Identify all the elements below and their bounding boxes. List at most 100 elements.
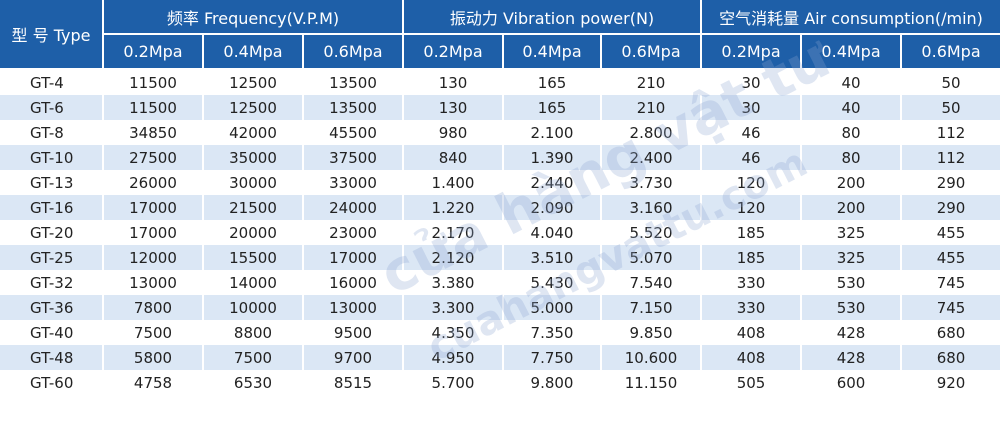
value-cell: 6530 [203,370,304,395]
value-cell: 9500 [303,320,405,345]
value-cell: 455 [901,220,1000,245]
value-cell: 46 [701,120,803,145]
value-cell: 17000 [103,220,204,245]
model-cell: GT-6 [0,95,104,120]
value-cell: 120 [701,170,803,195]
value-cell: 200 [801,170,903,195]
value-cell: 80 [801,145,903,170]
value-cell: 290 [901,195,1000,220]
specs-table: 型 号 Type 频率 Frequency(V.P.M) 振动力 Vibrati… [0,0,1000,395]
value-cell: 7.350 [503,320,603,345]
value-cell: 13500 [303,95,405,120]
value-cell: 9.850 [601,320,703,345]
value-cell: 4.350 [403,320,505,345]
value-cell: 3.510 [503,245,603,270]
value-cell: 17000 [303,245,405,270]
value-cell: 35000 [203,145,304,170]
value-cell: 17000 [103,195,204,220]
value-cell: 185 [701,220,803,245]
value-cell: 112 [901,145,1000,170]
model-cell: GT-40 [0,320,104,345]
table-row: GT-13 26000 30000 33000 1.400 2.440 3.730 120 20… [0,170,1000,195]
value-cell: 210 [601,95,703,120]
value-cell: 408 [701,345,803,370]
value-cell: 165 [503,95,603,120]
value-cell: 40 [801,95,903,120]
value-cell: 5800 [103,345,204,370]
value-cell: 455 [901,245,1000,270]
value-cell: 8800 [203,320,304,345]
header-pressure: 0.6Mpa [303,34,405,70]
value-cell: 165 [503,69,603,95]
table-row: GT-4 11500 12500 13500 130 165 210 30 40 50 [0,69,1000,95]
header-model: 型 号 Type [0,0,104,70]
table-row: GT-60 4758 6530 8515 5.700 9.800 11.150 505 600 9… [0,370,1000,395]
model-cell: GT-20 [0,220,104,245]
value-cell: 12000 [103,245,204,270]
value-cell: 680 [901,345,1000,370]
value-cell: 2.400 [601,145,703,170]
value-cell: 112 [901,120,1000,145]
value-cell: 40 [801,69,903,95]
value-cell: 9700 [303,345,405,370]
value-cell: 840 [403,145,505,170]
header-pressure: 0.4Mpa [203,34,304,70]
value-cell: 27500 [103,145,204,170]
table-row: GT-32 13000 14000 16000 3.380 5.430 7.540 330 53… [0,270,1000,295]
value-cell: 50 [901,69,1000,95]
value-cell: 50 [901,95,1000,120]
value-cell: 1.220 [403,195,505,220]
value-cell: 530 [801,295,903,320]
table-row: GT-10 27500 35000 37500 840 1.390 2.400 46 80 112 [0,145,1000,170]
model-cell: GT-48 [0,345,104,370]
value-cell: 5.430 [503,270,603,295]
header-pressure: 0.2Mpa [103,34,204,70]
value-cell: 15500 [203,245,304,270]
value-cell: 11500 [103,69,204,95]
value-cell: 3.300 [403,295,505,320]
header-air-consumption: 空气消耗量 Air consumption(/min) [701,0,1000,35]
value-cell: 185 [701,245,803,270]
value-cell: 2.800 [601,120,703,145]
header-pressure: 0.4Mpa [801,34,903,70]
model-cell: GT-13 [0,170,104,195]
value-cell: 428 [801,345,903,370]
value-cell: 1.400 [403,170,505,195]
value-cell: 42000 [203,120,304,145]
value-cell: 10000 [203,295,304,320]
value-cell: 24000 [303,195,405,220]
header-pressure: 0.6Mpa [901,34,1000,70]
value-cell: 2.120 [403,245,505,270]
value-cell: 3.160 [601,195,703,220]
value-cell: 8515 [303,370,405,395]
value-cell: 45500 [303,120,405,145]
value-cell: 530 [801,270,903,295]
value-cell: 12500 [203,95,304,120]
header-pressure: 0.4Mpa [503,34,603,70]
table-row: GT-40 7500 8800 9500 4.350 7.350 9.850 408 428 68… [0,320,1000,345]
value-cell: 2.100 [503,120,603,145]
value-cell: 13500 [303,69,405,95]
value-cell: 13000 [303,295,405,320]
value-cell: 37500 [303,145,405,170]
model-cell: GT-8 [0,120,104,145]
value-cell: 980 [403,120,505,145]
value-cell: 26000 [103,170,204,195]
value-cell: 4.040 [503,220,603,245]
value-cell: 680 [901,320,1000,345]
value-cell: 80 [801,120,903,145]
value-cell: 600 [801,370,903,395]
value-cell: 210 [601,69,703,95]
value-cell: 920 [901,370,1000,395]
value-cell: 23000 [303,220,405,245]
value-cell: 130 [403,69,505,95]
value-cell: 34850 [103,120,204,145]
model-cell: GT-16 [0,195,104,220]
header-pressure: 0.2Mpa [701,34,803,70]
value-cell: 130 [403,95,505,120]
model-cell: GT-60 [0,370,104,395]
value-cell: 7500 [103,320,204,345]
value-cell: 11.150 [601,370,703,395]
value-cell: 7.150 [601,295,703,320]
value-cell: 30 [701,95,803,120]
